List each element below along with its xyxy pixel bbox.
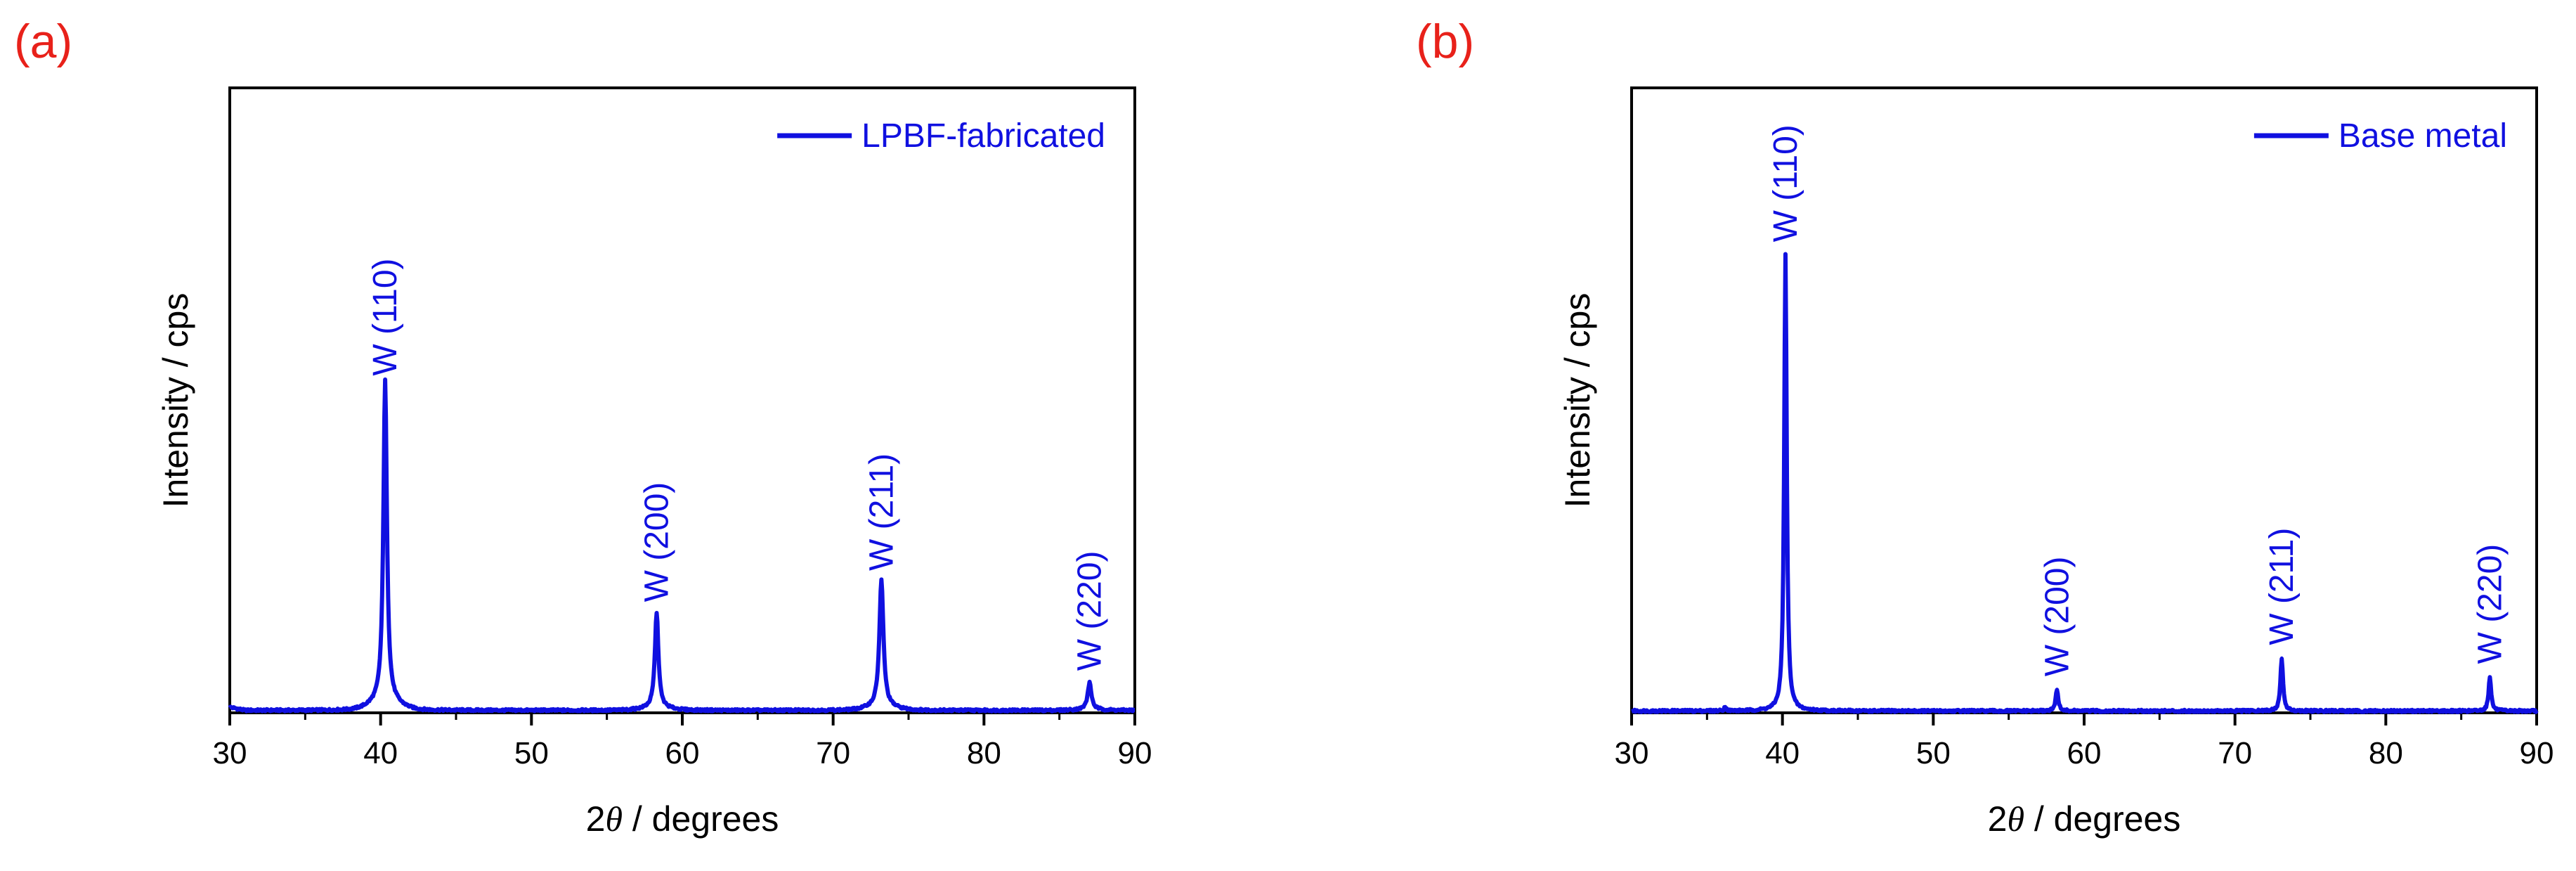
peak-point	[2280, 656, 2284, 659]
x-tick-label: 80	[967, 736, 1001, 770]
legend-label: LPBF-fabricated	[861, 117, 1105, 155]
x-tick-label: 70	[816, 736, 850, 770]
x-axis-title-suffix: / degrees	[2024, 799, 2180, 839]
chart-panel-b: (b) 30 40 50 60 70 80 90 2θ / degrees Intensity /…	[1416, 15, 2554, 839]
x-tick-label: 40	[1765, 736, 1800, 770]
x-axis-title-prefix: 2	[586, 799, 606, 839]
peak-point	[2055, 688, 2059, 691]
peak-label: W (110)	[367, 258, 404, 375]
x-tick-label: 50	[1916, 736, 1951, 770]
x-tick-label: 40	[363, 736, 398, 770]
peak-label: W (211)	[2263, 528, 2301, 645]
x-axis-title: 2θ / degrees	[1988, 799, 2181, 839]
legend-label: Base metal	[2338, 117, 2507, 155]
x-axis-title: 2θ / degrees	[586, 799, 779, 839]
peak-point	[1783, 253, 1787, 257]
x-tick-label: 60	[665, 736, 700, 770]
series-line	[228, 377, 1136, 714]
panel-label: (b)	[1416, 15, 1474, 68]
x-axis-title-symbol: θ	[2007, 799, 2024, 839]
x-tick-label: 70	[2218, 736, 2252, 770]
peak-label: W (110)	[1767, 124, 1804, 242]
peak-label: W (211)	[863, 453, 900, 571]
x-tick-label: 50	[514, 736, 549, 770]
x-tick-label: 30	[1615, 736, 1649, 770]
peak-point	[655, 613, 658, 617]
peak-label: W (220)	[1072, 551, 1109, 671]
peak-point	[1724, 705, 1727, 709]
y-axis-title: Intensity / cps	[156, 293, 195, 508]
peak-point	[2488, 675, 2492, 678]
peak-label: W (200)	[639, 482, 676, 602]
x-axis-title-suffix: / degrees	[623, 799, 779, 839]
peak-point	[880, 581, 883, 585]
x-tick-label: 90	[2520, 736, 2554, 770]
series-line	[1630, 252, 2539, 714]
plot-frame	[228, 86, 1136, 714]
peak-point	[1088, 682, 1091, 685]
panel-label: (a)	[14, 15, 72, 68]
x-axis-title-prefix: 2	[1988, 799, 2008, 839]
peak-label: W (220)	[2471, 544, 2509, 664]
x-tick-label: 60	[2067, 736, 2102, 770]
peak-point	[384, 387, 387, 390]
x-tick-label: 30	[213, 736, 247, 770]
x-tick-label: 80	[2369, 736, 2403, 770]
y-axis-title: Intensity / cps	[1558, 293, 1597, 508]
x-tick-label: 90	[1118, 736, 1152, 770]
peak-label: W (200)	[2038, 557, 2076, 677]
chart-panel-a: (a) 30 40 50 60 70 80 90 2θ / degrees Intensity /…	[14, 15, 1152, 839]
x-axis-title-symbol: θ	[605, 799, 623, 839]
